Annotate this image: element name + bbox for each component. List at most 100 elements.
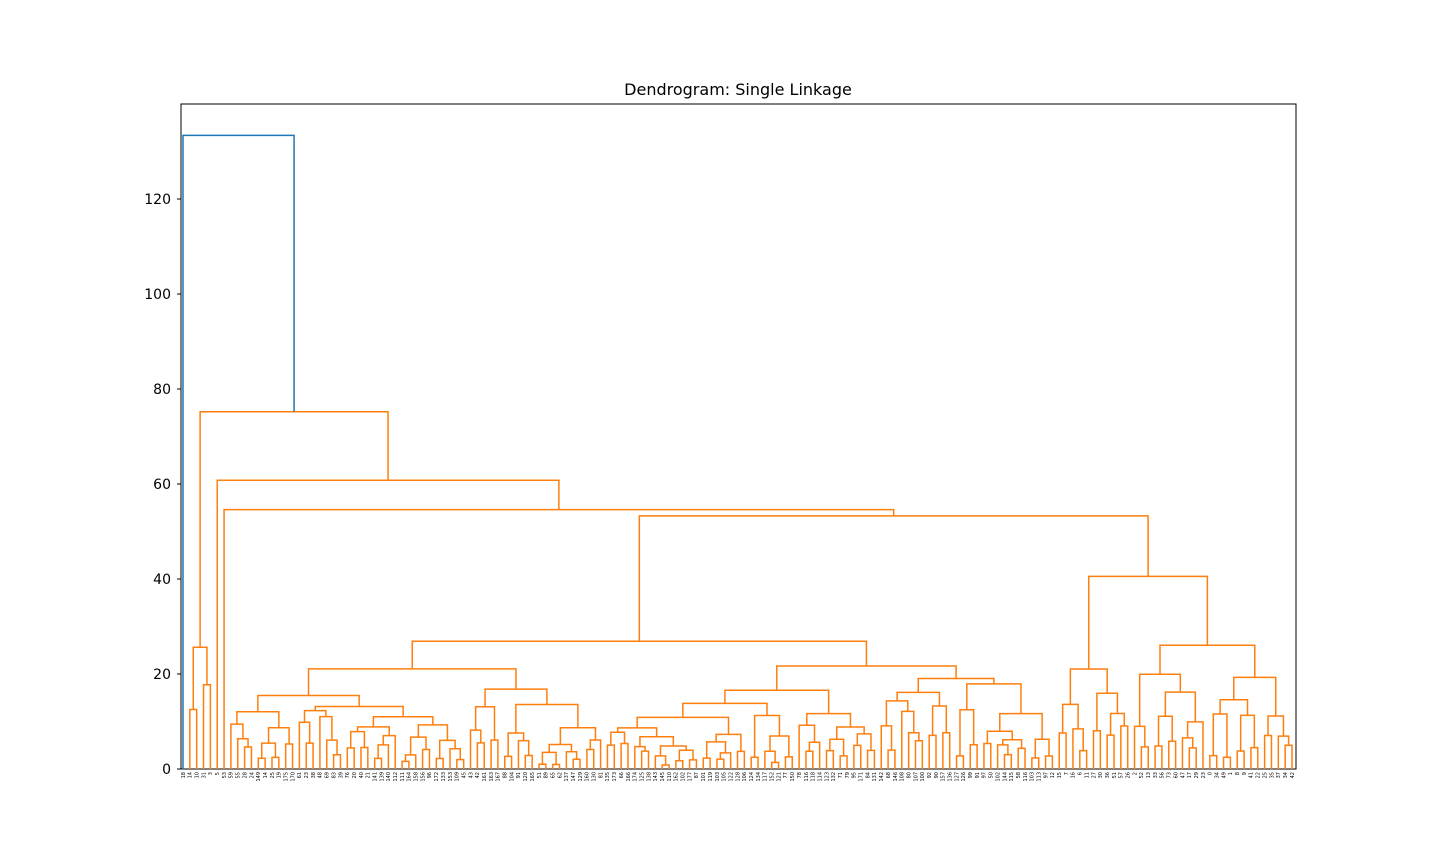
leaf-label: 132 [831,772,837,782]
dendrogram-link [839,755,848,769]
leaf-label: 24 [249,772,255,778]
dendrogram-link [654,755,667,769]
leaf-label: 122 [728,772,734,782]
dendrogram-link [314,705,404,717]
y-tick-label: 60 [153,477,171,493]
leaf-label: 142 [879,772,885,782]
dendrogram-link [271,756,280,769]
dendrogram-link [885,700,909,726]
leaf-label: 39 [338,772,344,778]
leaf-label: 51 [1112,772,1118,778]
leaf-label: 126 [961,772,967,782]
dendrogram-link [753,714,781,758]
dendrogram-link [377,744,390,769]
dendrogram-link [421,748,431,769]
dendrogram-link [565,750,578,769]
dendrogram-link [474,705,496,741]
dendrogram-link [202,683,212,769]
dendrogram-link [955,755,965,769]
leaf-label: 78 [797,772,803,778]
leaf-label: 108 [900,772,906,782]
dendrogram-link [705,741,727,759]
leaf-label: 101 [701,772,707,782]
dendrogram-link [1106,734,1115,769]
leaf-label: 22 [1256,772,1262,778]
leaf-label: 100 [920,772,926,782]
dendrogram-link [409,736,427,755]
dendrogram-link [931,705,948,736]
leaf-label: 83 [331,772,337,778]
dendrogram-link [866,749,876,769]
leaf-label: 109 [455,772,461,782]
dendrogram-link [808,741,821,769]
leaf-label: 177 [687,772,693,782]
dendrogram-link [1092,729,1102,769]
leaf-label: 147 [571,772,577,782]
leaf-label: 153 [448,772,454,782]
leaf-label: 110 [667,772,673,782]
dendrogram-link [1267,715,1285,737]
leaf-label: 55 [236,772,242,778]
dendrogram-link [636,716,730,735]
leaf-label: 2 [1132,772,1138,775]
leaf-label: 114 [817,772,823,782]
leaf-label: 161 [482,772,488,782]
leaf-label: 42 [475,772,481,778]
leaf-label: 91 [516,772,522,778]
dendrogram-link [192,646,208,710]
leaf-label: 50 [989,772,995,778]
leaf-label: 34 [1214,772,1220,778]
leaf-label: 26 [1126,772,1132,778]
dendrogram-link [829,738,845,756]
leaf-label: 25 [1262,772,1268,778]
leaf-label: 97 [1043,772,1049,778]
leaf-label: 173 [612,772,618,782]
y-tick-label: 0 [162,762,171,778]
dendrogram-link [1069,668,1108,705]
dendrogram-link [586,748,595,769]
dendrogram-link [724,689,830,714]
dendrogram-link [411,640,868,669]
dendrogram-link [784,756,794,769]
leaf-label: 112 [393,772,399,782]
dendrogram-link [969,744,978,769]
leaf-label: 36 [1105,772,1111,778]
dendrogram-link [616,727,658,737]
plot-frame [180,103,1297,770]
dendrogram-link [243,746,253,769]
dendrogram-link [853,744,862,769]
dendrogram-link [1263,734,1273,769]
leaf-label: 131 [872,772,878,782]
dendrogram-link [503,755,513,769]
dendrogram-link [1138,673,1182,727]
dendrogram-link [798,724,816,769]
leaf-label: 58 [1016,772,1022,778]
dendrogram-link [517,739,530,769]
dendrogram-link [880,725,893,769]
leaf-label: 116 [804,772,810,782]
dendrogram-link [661,764,670,769]
dendrogram-link [1157,715,1173,746]
leaf-label: 66 [619,772,625,778]
leaf-label: 141 [372,772,378,782]
dendrogram-link [1181,737,1194,769]
dendrogram-link [449,747,461,769]
leaf-label: 105 [722,772,728,782]
dendrogram-link [373,757,383,769]
y-tick-label: 120 [144,192,171,208]
leaf-label: 144 [1002,772,1008,782]
leaf-label: 19 [277,772,283,778]
leaf-label: 6 [1078,772,1084,775]
dendrogram-link [236,710,280,728]
dendrogram-link [1164,691,1197,722]
dendrogram-link [524,754,533,769]
leaf-label: 45 [461,772,467,778]
leaf-label: 123 [824,772,830,782]
dendrogram-link [298,721,311,769]
leaf-label: 143 [653,772,659,782]
dendrogram-link [199,411,389,648]
leaf-label: 125 [639,772,645,782]
y-tick-label: 80 [153,382,171,398]
leaf-label: 73 [1167,772,1173,778]
